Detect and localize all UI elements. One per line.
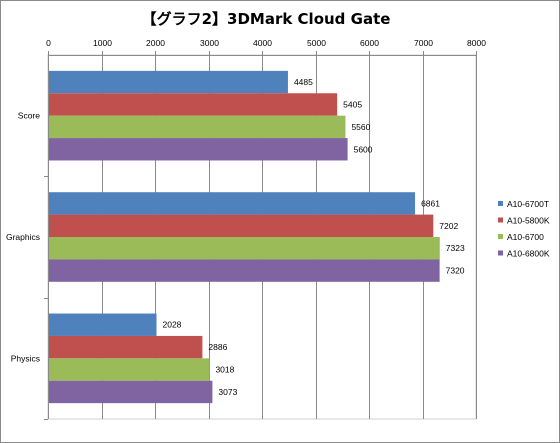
- x-tick-label: 7000: [414, 38, 433, 48]
- x-tick-label: 8000: [467, 38, 486, 48]
- data-label: 5600: [354, 144, 373, 154]
- chart-title: 【グラフ2】3DMark Cloud Gate: [142, 10, 391, 28]
- bar: [49, 214, 434, 237]
- legend-swatch: [498, 234, 503, 239]
- category-label: Score: [18, 111, 40, 121]
- bar: [49, 70, 288, 94]
- bar: [49, 380, 213, 404]
- bar: [49, 313, 157, 336]
- data-label: 5405: [343, 99, 362, 109]
- category-label: Graphics: [6, 232, 40, 242]
- bar: [49, 335, 203, 359]
- bar: [49, 138, 348, 161]
- data-label: 5560: [351, 122, 370, 132]
- bar: [49, 192, 416, 215]
- bar: [49, 237, 440, 260]
- bars: 4485 5405 5560 5600 6861 7202 7323 7320 2028 2886…: [49, 70, 465, 404]
- legend-swatch: [498, 201, 503, 206]
- legend-label: A10-6700T: [507, 199, 549, 209]
- bar: [49, 259, 440, 282]
- legend-label: A10-6700: [507, 232, 544, 242]
- legend-label: A10-5800K: [507, 216, 550, 226]
- data-label: 3018: [215, 365, 234, 375]
- data-label: 7320: [446, 266, 465, 276]
- bar: [49, 115, 346, 139]
- x-tick-label: 1000: [93, 38, 112, 48]
- data-label: 4485: [294, 77, 313, 87]
- data-label: 7202: [439, 221, 458, 231]
- bar: [49, 93, 338, 116]
- data-label: 3073: [218, 387, 237, 397]
- x-tick-label: 3000: [200, 38, 219, 48]
- data-label: 2886: [208, 342, 227, 352]
- legend: A10-6700T A10-5800K A10-6700 A10-6800K: [498, 199, 550, 259]
- legend-swatch: [498, 217, 503, 223]
- x-tick-label: 0: [46, 38, 51, 48]
- bar: [49, 358, 210, 381]
- legend-swatch: [498, 250, 503, 256]
- data-label: 6861: [421, 198, 440, 208]
- x-tick-label: 6000: [360, 38, 379, 48]
- data-label: 7323: [446, 243, 465, 253]
- data-label: 2028: [162, 320, 181, 330]
- legend-label: A10-6800K: [507, 249, 550, 259]
- axes: 0 1000 2000 3000 4000 5000 6000 7000 8000 Score Gr…: [6, 38, 486, 420]
- x-tick-label: 2000: [146, 38, 165, 48]
- category-label: Physics: [11, 353, 40, 363]
- x-tick-label: 5000: [307, 38, 326, 48]
- x-tick-label: 4000: [253, 38, 272, 48]
